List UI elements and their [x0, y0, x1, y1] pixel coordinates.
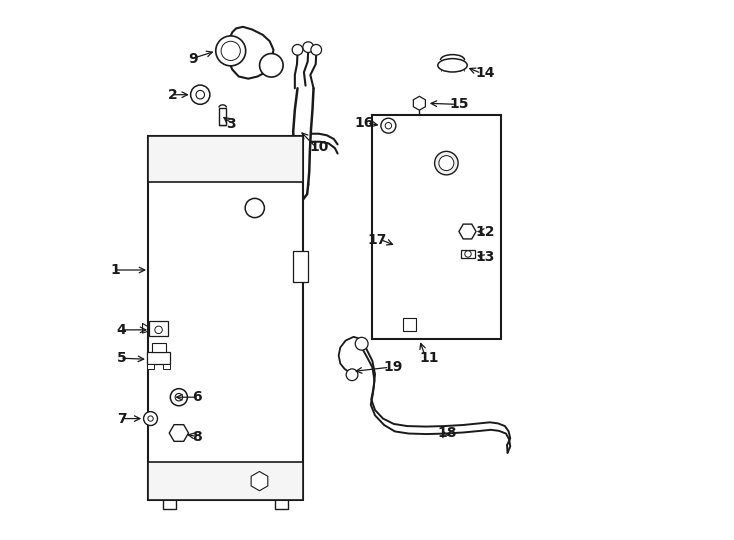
Circle shape — [196, 90, 205, 99]
FancyBboxPatch shape — [216, 321, 249, 339]
Text: 4: 4 — [117, 323, 126, 337]
Circle shape — [144, 411, 158, 426]
Text: 8: 8 — [192, 430, 202, 444]
Circle shape — [170, 389, 187, 406]
Bar — [148, 462, 303, 500]
Circle shape — [346, 369, 358, 381]
Circle shape — [381, 118, 396, 133]
Circle shape — [155, 326, 162, 334]
Circle shape — [292, 44, 303, 55]
Bar — [164, 363, 170, 369]
Text: 2: 2 — [167, 87, 178, 102]
Bar — [148, 363, 153, 369]
Ellipse shape — [437, 59, 468, 72]
Text: 16: 16 — [354, 116, 374, 130]
Text: 10: 10 — [309, 140, 329, 154]
Bar — [149, 321, 168, 336]
Text: 11: 11 — [419, 351, 439, 365]
Circle shape — [148, 416, 153, 421]
Bar — [148, 137, 303, 500]
Circle shape — [439, 156, 454, 171]
Circle shape — [311, 44, 321, 55]
Bar — [403, 318, 415, 332]
Bar — [147, 352, 170, 363]
Circle shape — [245, 198, 264, 218]
Circle shape — [191, 85, 210, 104]
Bar — [219, 107, 227, 125]
Circle shape — [260, 53, 283, 77]
Bar — [460, 249, 476, 258]
Text: 13: 13 — [475, 249, 494, 264]
Text: 3: 3 — [227, 117, 236, 131]
Text: 1: 1 — [110, 263, 120, 277]
Bar — [372, 115, 501, 340]
Circle shape — [355, 338, 368, 350]
Circle shape — [435, 151, 458, 175]
Circle shape — [175, 394, 183, 401]
Text: 14: 14 — [475, 66, 495, 80]
Text: 9: 9 — [188, 52, 197, 66]
Bar — [294, 251, 308, 282]
Text: 17: 17 — [368, 233, 387, 247]
Circle shape — [385, 123, 391, 129]
Text: 12: 12 — [475, 225, 495, 239]
Circle shape — [465, 251, 471, 257]
Bar — [152, 343, 165, 352]
Text: 15: 15 — [450, 97, 469, 111]
Circle shape — [221, 41, 240, 60]
Text: 18: 18 — [437, 426, 457, 440]
Text: 6: 6 — [192, 390, 202, 404]
Text: 7: 7 — [117, 411, 126, 426]
Circle shape — [216, 36, 246, 66]
Text: 5: 5 — [117, 351, 126, 365]
Text: 19: 19 — [383, 360, 402, 374]
Circle shape — [303, 42, 313, 52]
Bar — [148, 137, 303, 182]
